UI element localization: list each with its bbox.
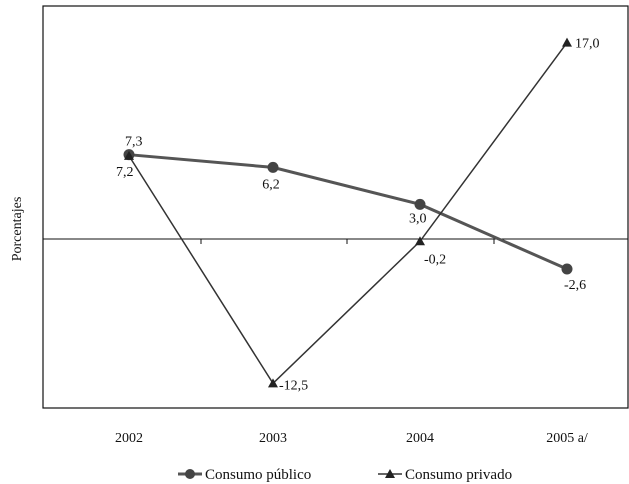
series-consumo-privado: 7,2 -12,5 -0,2 17,0 — [116, 37, 600, 394]
legend-marker — [385, 469, 395, 478]
x-axis-ticks — [200, 239, 495, 244]
legend: Consumo público Consumo privado — [178, 467, 512, 483]
legend-item: Consumo privado — [378, 467, 512, 483]
data-point — [414, 198, 426, 210]
legend-label: Consumo privado — [405, 467, 512, 483]
x-tick-label: 2005 a/ — [546, 431, 588, 446]
data-label: 6,2 — [262, 177, 280, 192]
x-tick-label: 2003 — [259, 431, 287, 446]
legend-label: Consumo público — [205, 467, 311, 483]
x-tick-label: 2002 — [115, 431, 143, 446]
data-label: 17,0 — [575, 37, 600, 52]
data-label: -0,2 — [424, 252, 446, 267]
legend-marker — [185, 469, 195, 479]
series-line — [128, 153, 568, 271]
data-point — [268, 378, 278, 388]
x-tick-label: 2004 — [406, 431, 434, 446]
plot-area-frame — [42, 5, 629, 409]
y-axis-label: Porcentajes — [10, 197, 25, 262]
data-point — [561, 263, 573, 275]
series-layer: 7,3 6,2 3,0 -2,6 7,2 -12,5 -0,2 17,0 — [116, 37, 600, 394]
series-line — [128, 42, 568, 385]
legend-item: Consumo público — [178, 467, 311, 483]
data-point — [415, 236, 425, 246]
data-label: 7,2 — [116, 165, 134, 180]
data-point — [562, 37, 572, 47]
data-label: 7,3 — [125, 135, 143, 150]
data-point — [124, 150, 134, 160]
series-consumo-publico: 7,3 6,2 3,0 -2,6 — [123, 135, 586, 293]
data-label: -2,6 — [564, 278, 586, 293]
data-label: 3,0 — [409, 211, 427, 226]
data-point — [267, 161, 279, 173]
x-axis-tick-labels: 2002 2003 2004 2005 a/ — [115, 431, 588, 446]
data-label: -12,5 — [279, 378, 308, 393]
